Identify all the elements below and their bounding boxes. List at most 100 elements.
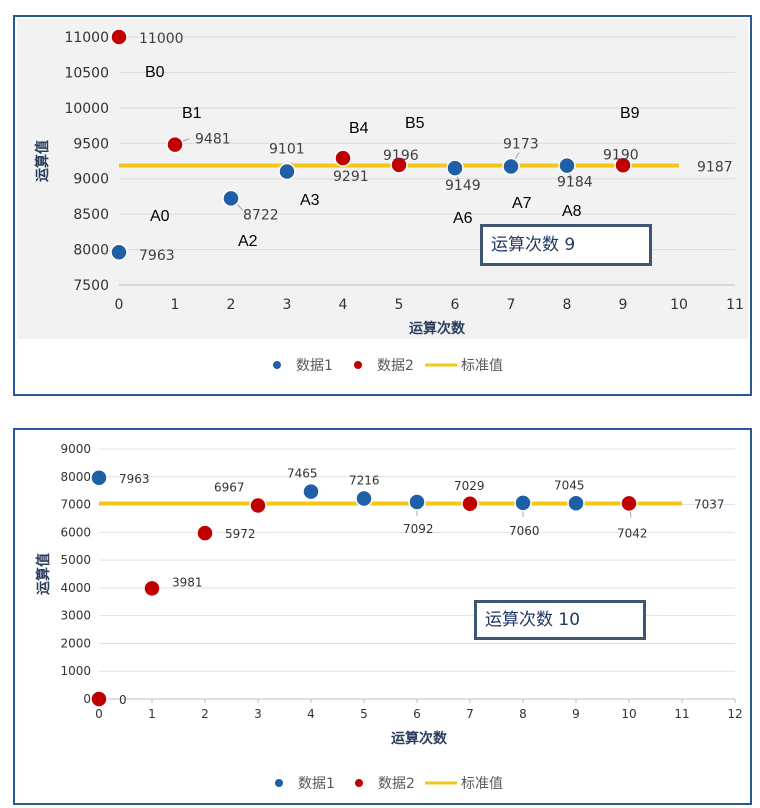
chart-1-x-tick: 4 xyxy=(339,297,348,313)
chart-1-annotation: A7 xyxy=(512,195,532,212)
chart-1-x-tick: 10 xyxy=(670,297,688,313)
chart-1-annotation: B1 xyxy=(182,105,202,122)
chart-2-point-数据2 xyxy=(90,690,108,708)
chart-2-x-tick: 12 xyxy=(727,707,742,721)
chart-2-data-label: 0 xyxy=(119,693,127,707)
chart-1-data-label: 9481 xyxy=(195,132,231,148)
chart-2-data-label: 7060 xyxy=(509,524,540,538)
chart-2-legend-label-2: 数据2 xyxy=(378,776,415,792)
chart-1-data-label: 9184 xyxy=(557,175,593,191)
chart-2-x-tick: 1 xyxy=(148,707,156,721)
chart-2-legend-label-3: 标准值 xyxy=(461,776,503,792)
chart-2-data-label: 5972 xyxy=(225,527,256,541)
chart-1-point-数据1 xyxy=(558,156,576,175)
chart-1-legend-marker-2 xyxy=(354,361,362,369)
chart-1-x-tick: 6 xyxy=(451,297,460,313)
chart-1-y-tick: 11000 xyxy=(64,30,109,46)
chart-2-inset-label: 运算次数 10 xyxy=(474,600,646,640)
chart-2-data-label: 7216 xyxy=(349,474,380,488)
chart-1-annotation: B0 xyxy=(145,64,165,81)
chart-1-data-label: 9291 xyxy=(333,169,369,185)
chart-2-y-tick: 1000 xyxy=(60,664,91,678)
chart-1-point-数据1 xyxy=(222,189,240,208)
chart-2-point-数据2 xyxy=(249,496,267,515)
chart-2-legend-label-1: 数据1 xyxy=(298,776,335,792)
chart-2-y-tick: 6000 xyxy=(60,525,91,539)
chart-1-x-tick: 3 xyxy=(283,297,292,313)
chart-1-svg: 7500 8000 8500 9000 9500 10000 10500 11000 0 1 2 3 4… xyxy=(15,17,750,394)
chart-2-point-数据2 xyxy=(461,495,479,513)
chart-2-y-tick: 7000 xyxy=(60,498,91,512)
chart-2-x-axis-title: 运算次数 xyxy=(391,730,448,747)
chart-2-point-数据1 xyxy=(408,493,426,511)
chart-2-point-数据1 xyxy=(355,489,373,508)
chart-1-point-数据1 xyxy=(110,243,128,261)
chart-1-reference-label: 9187 xyxy=(697,159,733,175)
chart-1-point-数据2 xyxy=(110,28,128,46)
chart-1-legend-marker-1 xyxy=(273,361,281,369)
chart-2-reference-label: 7037 xyxy=(694,498,725,512)
chart-2-y-axis-title: 运算值 xyxy=(35,553,52,595)
chart-1-x-tick: 0 xyxy=(115,297,124,313)
chart-1-x-tick: 5 xyxy=(395,297,404,313)
chart-1-point-数据2 xyxy=(614,156,632,175)
chart-1-inset-label: 运算次数 9 xyxy=(480,224,652,266)
chart-panel-2: 0 1000 2000 3000 4000 5000 6000 7000 8000 9000 0 1 2… xyxy=(13,428,752,805)
chart-1-x-axis-title: 运算次数 xyxy=(409,320,466,337)
chart-2-data-label: 6967 xyxy=(214,480,245,494)
chart-2-point-数据1 xyxy=(302,482,320,501)
chart-1-legend-label-1: 数据1 xyxy=(296,358,333,374)
chart-2-point-数据2 xyxy=(196,524,214,542)
chart-1-annotation: A8 xyxy=(562,203,582,220)
chart-1-point-数据2 xyxy=(334,149,352,167)
chart-2-legend-marker-2 xyxy=(355,779,363,787)
chart-2-x-tick: 10 xyxy=(621,707,636,721)
chart-2-data-label: 7092 xyxy=(403,522,434,536)
chart-2-x-tick: 3 xyxy=(254,707,262,721)
chart-1-data-label: 9149 xyxy=(445,178,481,194)
chart-2-x-tick: 11 xyxy=(674,707,689,721)
chart-1-legend-label-3: 标准值 xyxy=(461,358,503,374)
chart-1-y-tick: 7500 xyxy=(73,278,109,294)
chart-2-y-tick: 8000 xyxy=(60,470,91,484)
chart-1-data-label: 9101 xyxy=(269,142,305,158)
chart-1-y-tick: 10500 xyxy=(64,65,109,81)
chart-1-data-label: 9173 xyxy=(503,136,539,152)
chart-1-y-tick: 8000 xyxy=(73,243,109,259)
chart-1-annotation: B5 xyxy=(405,115,425,132)
chart-2-y-tick: 5000 xyxy=(60,553,91,567)
chart-1-y-tick: 9500 xyxy=(73,136,109,152)
chart-1-annotation: B4 xyxy=(349,120,369,137)
chart-2-y-tick: 4000 xyxy=(60,581,91,595)
chart-1-annotation: A3 xyxy=(300,192,320,209)
chart-1-point-数据2 xyxy=(390,156,408,174)
chart-1-annotation: A6 xyxy=(453,210,473,227)
chart-1-annotation: B9 xyxy=(620,105,640,122)
chart-2-point-数据2 xyxy=(620,494,638,513)
chart-2-x-tick: 7 xyxy=(466,707,474,721)
chart-1-data-label: 9190 xyxy=(603,147,639,163)
chart-1-legend-label-2: 数据2 xyxy=(377,358,414,374)
chart-2-point-数据1 xyxy=(514,494,532,512)
chart-1-y-tick: 10000 xyxy=(64,101,109,117)
chart-2-data-label: 7042 xyxy=(617,526,648,540)
chart-1-data-label: 7963 xyxy=(139,248,175,264)
chart-2-data-label: 7963 xyxy=(119,472,150,486)
chart-2-x-tick: 6 xyxy=(413,707,421,721)
chart-1-y-tick: 8500 xyxy=(73,207,109,223)
chart-2-x-tick: 8 xyxy=(519,707,527,721)
chart-2-legend-marker-1 xyxy=(275,779,283,787)
chart-panel-1: 7500 8000 8500 9000 9500 10000 10500 11000 0 1 2 3 4… xyxy=(13,15,752,396)
chart-2-y-tick: 0 xyxy=(83,692,91,706)
chart-2-data-label: 3981 xyxy=(172,575,203,589)
chart-1-y-axis-title: 运算值 xyxy=(34,140,51,182)
chart-1-point-数据1 xyxy=(278,162,296,181)
chart-2-x-tick: 9 xyxy=(572,707,580,721)
chart-1-data-label: 8722 xyxy=(243,207,279,223)
chart-2-y-tick: 3000 xyxy=(60,609,91,623)
chart-2-y-tick: 2000 xyxy=(60,636,91,650)
chart-2-x-tick: 2 xyxy=(201,707,209,721)
chart-1-data-label: 11000 xyxy=(139,31,184,47)
chart-2-point-数据1 xyxy=(90,469,108,487)
chart-2-x-tick: 5 xyxy=(360,707,368,721)
